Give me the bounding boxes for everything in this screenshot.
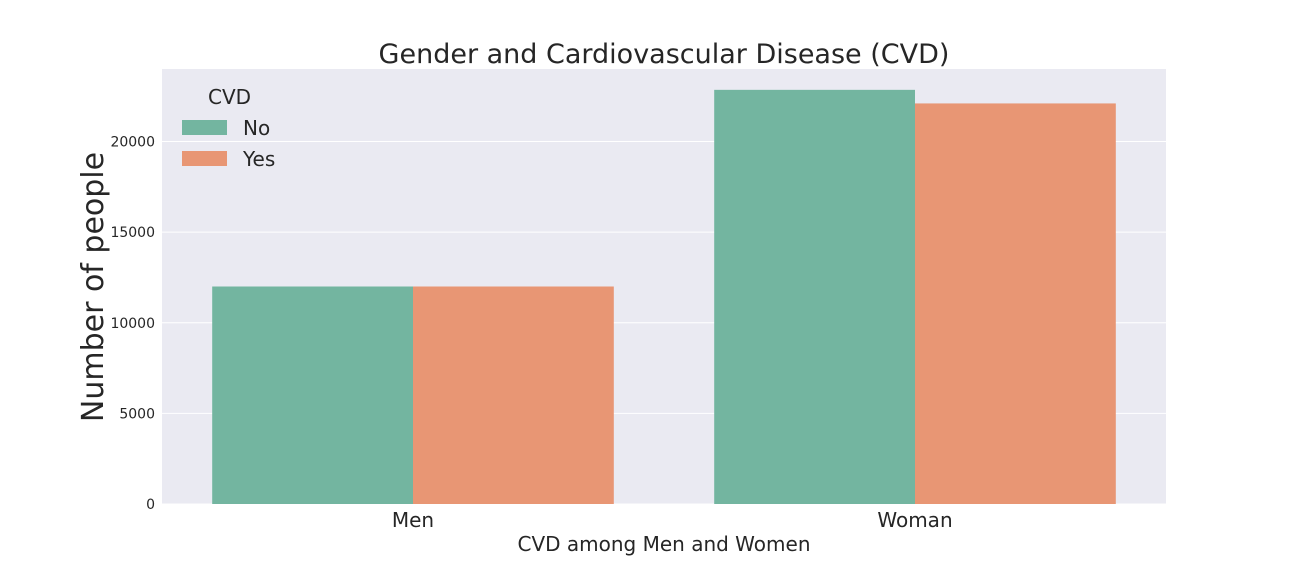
y-tick-label: 5000 bbox=[119, 406, 155, 422]
bars bbox=[212, 89, 1116, 504]
y-tick-label: 0 bbox=[146, 497, 155, 513]
x-tick-label: Men bbox=[392, 508, 434, 532]
legend-entry-label: Yes bbox=[242, 147, 275, 171]
bar bbox=[915, 103, 1116, 504]
y-axis: 0 5000 10000 15000 20000 bbox=[110, 135, 155, 514]
legend-title: CVD bbox=[208, 85, 251, 109]
bar bbox=[413, 286, 614, 504]
y-tick-label: 20000 bbox=[110, 135, 155, 151]
legend-entry-label: No bbox=[243, 116, 270, 140]
y-tick-label: 15000 bbox=[110, 225, 155, 241]
x-axis: Men Woman bbox=[392, 508, 953, 532]
chart-title: Gender and Cardiovascular Disease (CVD) bbox=[379, 39, 950, 70]
legend: CVD No Yes bbox=[182, 85, 275, 171]
x-tick-label: Woman bbox=[877, 508, 952, 532]
legend-swatch bbox=[182, 151, 227, 166]
legend-swatch bbox=[182, 120, 227, 135]
bar bbox=[212, 286, 413, 504]
x-axis-label: CVD among Men and Women bbox=[518, 532, 811, 556]
y-tick-label: 10000 bbox=[110, 316, 155, 332]
bar bbox=[714, 89, 915, 504]
y-axis-label: Number of people bbox=[76, 152, 111, 422]
